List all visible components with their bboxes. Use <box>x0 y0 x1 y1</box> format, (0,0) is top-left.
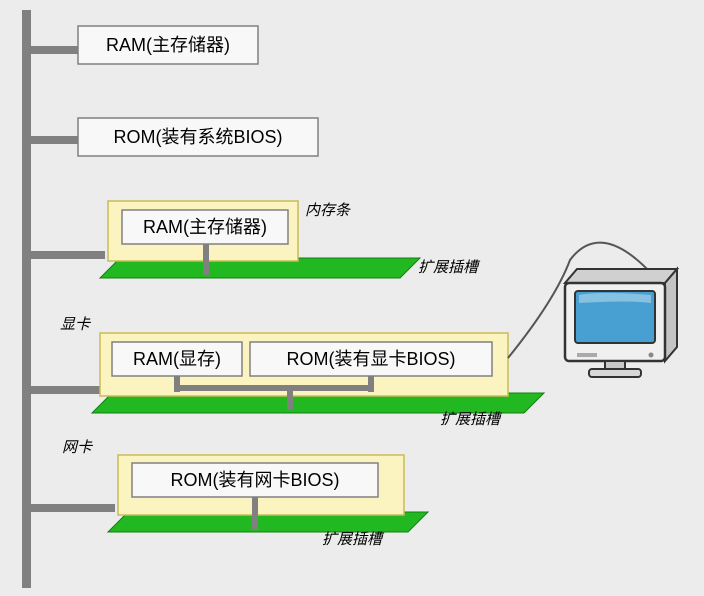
box-label-ram-main-2: RAM(主存储器) <box>143 217 267 237</box>
box-label-ram-main-1: RAM(主存储器) <box>106 35 230 55</box>
bus-branch-2 <box>22 251 105 259</box>
bus-branch-0 <box>22 46 80 54</box>
monitor-icon <box>565 269 677 377</box>
main-bus <box>22 10 31 588</box>
card-label-1: 显卡 <box>60 316 92 333</box>
box-label-rom-gpu: ROM(装有显卡BIOS) <box>287 349 456 369</box>
box-label-rom-nic: ROM(装有网卡BIOS) <box>171 470 340 490</box>
slot-label-1: 扩展插槽 <box>440 411 503 428</box>
slot-label-0: 扩展插槽 <box>418 259 481 276</box>
system-bus-diagram: 扩展插槽扩展插槽扩展插槽内存条显卡网卡RAM(主存储器)ROM(装有系统BIOS… <box>0 0 704 596</box>
box-label-rom-bios: ROM(装有系统BIOS) <box>114 127 283 147</box>
card-label-0: 内存条 <box>305 202 351 219</box>
slot-label-2: 扩展插槽 <box>322 531 385 548</box>
bus-branch-3 <box>22 386 100 394</box>
bus-branch-4 <box>22 504 115 512</box>
card-label-2: 网卡 <box>62 439 94 456</box>
bus-branch-1 <box>22 136 80 144</box>
box-label-ram-vram: RAM(显存) <box>133 349 221 369</box>
